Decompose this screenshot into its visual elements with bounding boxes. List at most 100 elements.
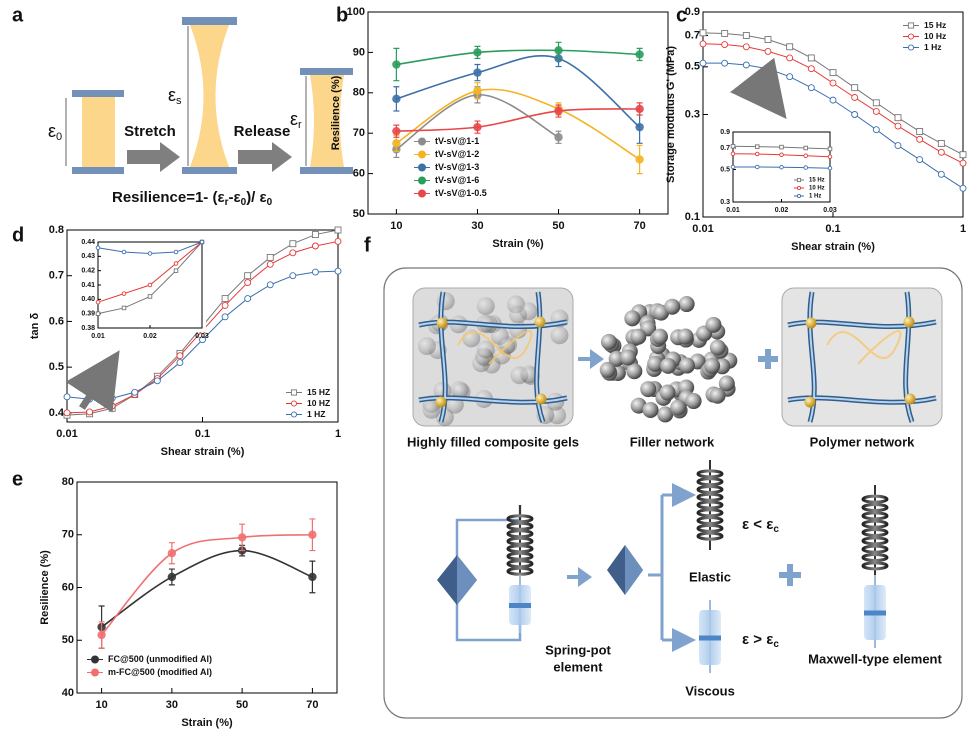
marker <box>290 389 298 396</box>
polymer-chain <box>418 291 568 423</box>
marker <box>266 253 274 261</box>
marker <box>392 126 401 136</box>
marker <box>916 128 924 135</box>
marker <box>699 59 707 67</box>
marker <box>176 352 184 360</box>
flow-arrow <box>567 567 592 587</box>
marker <box>167 549 177 558</box>
spring-pot-face <box>457 555 477 605</box>
x-tick-label: 1 <box>960 223 966 235</box>
marker <box>779 164 784 170</box>
spring-coil <box>861 519 889 529</box>
y-tick-label: 0.9 <box>720 129 730 136</box>
filler-particle <box>685 393 702 410</box>
marker <box>97 630 106 640</box>
x-tick-label: 0.01 <box>692 223 713 235</box>
marker <box>244 279 252 287</box>
panel-label: a <box>12 4 24 26</box>
y-tick-label: 50 <box>62 634 74 646</box>
filler-particle <box>718 375 735 392</box>
marker <box>199 336 206 344</box>
marker <box>554 133 563 142</box>
filler-particle <box>709 387 726 404</box>
marker <box>730 164 736 170</box>
marker <box>221 313 229 321</box>
strain-label: ε0 <box>48 121 62 143</box>
marker <box>872 107 880 115</box>
filler-particle <box>640 381 657 398</box>
panel-label: f <box>364 234 371 256</box>
marker <box>635 122 644 132</box>
symbol: ε <box>168 85 176 105</box>
marker <box>721 41 729 48</box>
marker <box>147 294 153 299</box>
marker <box>173 249 179 255</box>
spring-coil <box>861 528 889 537</box>
marker <box>237 533 247 542</box>
marker <box>176 359 184 367</box>
marker <box>907 22 915 29</box>
free-chain <box>457 330 533 365</box>
element-label: element <box>553 659 603 674</box>
y-tick-label: 80 <box>62 476 74 488</box>
marker <box>807 65 815 73</box>
marker <box>121 249 127 255</box>
y-tick-label: 0.3 <box>685 108 700 120</box>
marker <box>635 155 644 164</box>
y-tick-label: 0.40 <box>81 296 95 303</box>
y-tick-label: 0.4 <box>49 407 65 419</box>
marker <box>244 272 252 280</box>
y-tick-label: 70 <box>62 529 74 541</box>
x-tick-label: 0.1 <box>195 428 210 440</box>
marker <box>721 59 729 67</box>
filler-particle <box>677 328 694 345</box>
marker <box>86 408 94 416</box>
y-tick-label: 0.7 <box>720 145 730 152</box>
x-axis-title: Strain (%) <box>492 238 544 250</box>
marker <box>266 260 274 268</box>
x-tick-label: 50 <box>552 220 564 232</box>
y-tick-label: 0.38 <box>81 325 95 332</box>
dashpot-piston <box>864 610 886 616</box>
legend-label: tV-sV@1-0.5 <box>435 188 487 198</box>
flow-arrow <box>578 349 604 369</box>
legend-label: 10 Hz <box>809 186 825 192</box>
condition: ε < εc <box>742 516 779 535</box>
subscript: c <box>773 639 779 650</box>
filler-particle <box>476 340 495 359</box>
spring-coil <box>696 523 724 533</box>
x-tick-label: 30 <box>166 699 178 711</box>
formula-text: -ε <box>229 189 241 206</box>
x-tick-label: 0.02 <box>143 333 157 340</box>
spring-coil <box>861 544 889 554</box>
step-arrow <box>127 142 180 172</box>
filler-particle <box>599 361 616 378</box>
x-tick-label: 10 <box>390 220 402 232</box>
marker <box>796 193 802 199</box>
plot-frame <box>367 11 669 215</box>
marker <box>742 43 750 51</box>
spring-coil <box>506 566 534 576</box>
sample <box>190 25 229 167</box>
y-tick-label: 0.43 <box>81 253 95 260</box>
subscript: 0 <box>267 197 273 208</box>
spring-coil <box>696 469 724 479</box>
y-axis-title: Resilience (%) <box>39 550 51 625</box>
legend-label: 1 HZ <box>307 409 325 419</box>
marker <box>473 68 482 77</box>
marker <box>418 137 426 146</box>
marker <box>418 163 426 172</box>
filler-particle <box>660 357 677 374</box>
x-tick-label: 50 <box>236 699 248 711</box>
marker <box>334 226 342 234</box>
marker <box>308 530 317 539</box>
marker <box>290 400 298 407</box>
filler-particle <box>647 355 664 372</box>
crosslink <box>534 316 546 328</box>
marker <box>131 388 139 396</box>
marker <box>121 291 127 296</box>
marker <box>916 135 924 143</box>
scheme-label: Polymer network <box>810 434 916 449</box>
marker <box>699 40 707 48</box>
